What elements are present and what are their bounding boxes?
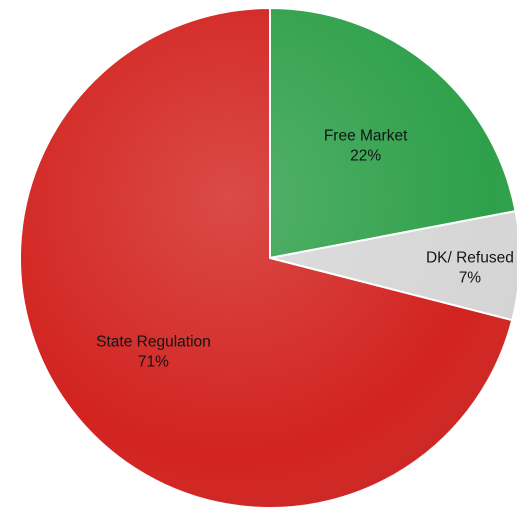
pie-labels: Free Market 22% DK/ Refused 7% State Regulat… bbox=[96, 127, 514, 370]
slice-value-dk-refused: 7% bbox=[459, 269, 482, 286]
slice-label-dk-refused: DK/ Refused 7% bbox=[426, 249, 514, 286]
slice-value-free-market: 22% bbox=[350, 147, 381, 164]
slice-label-free-market: Free Market 22% bbox=[324, 127, 408, 164]
slice-category-state-regulation: State Regulation bbox=[96, 333, 211, 350]
slice-value-state-regulation: 71% bbox=[138, 353, 169, 370]
slice-label-state-regulation: State Regulation 71% bbox=[96, 333, 211, 370]
slice-category-free-market: Free Market bbox=[324, 127, 408, 144]
slice-category-dk-refused: DK/ Refused bbox=[426, 249, 514, 266]
